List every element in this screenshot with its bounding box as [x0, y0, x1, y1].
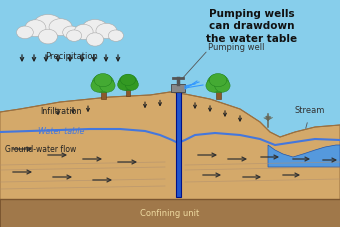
- Ellipse shape: [209, 74, 227, 87]
- Ellipse shape: [86, 33, 104, 46]
- Ellipse shape: [206, 79, 221, 92]
- Text: Infiltration: Infiltration: [40, 107, 82, 116]
- Ellipse shape: [63, 26, 80, 39]
- Ellipse shape: [215, 79, 230, 92]
- Ellipse shape: [119, 75, 137, 91]
- Ellipse shape: [49, 19, 72, 35]
- Text: Pumping well: Pumping well: [208, 42, 265, 52]
- Ellipse shape: [67, 30, 82, 41]
- Ellipse shape: [91, 79, 106, 92]
- Bar: [216, 90, 221, 99]
- Ellipse shape: [125, 79, 138, 90]
- Bar: [0, 199, 340, 227]
- Text: Precipitation: Precipitation: [46, 52, 99, 61]
- Ellipse shape: [82, 20, 108, 39]
- Text: Pumping wells
can drawdown
the water table: Pumping wells can drawdown the water tab…: [206, 9, 298, 44]
- Ellipse shape: [74, 24, 93, 39]
- Text: Water table: Water table: [38, 127, 84, 136]
- Ellipse shape: [92, 74, 114, 93]
- Ellipse shape: [25, 20, 46, 37]
- Bar: [125, 88, 130, 96]
- Ellipse shape: [38, 29, 57, 44]
- Ellipse shape: [94, 74, 112, 87]
- Bar: [101, 90, 105, 99]
- Text: Confining unit: Confining unit: [140, 209, 200, 217]
- Ellipse shape: [120, 74, 136, 86]
- Ellipse shape: [17, 26, 33, 39]
- Polygon shape: [0, 92, 340, 227]
- Ellipse shape: [33, 15, 63, 35]
- Text: Ground-water flow: Ground-water flow: [5, 145, 76, 154]
- Ellipse shape: [118, 79, 131, 90]
- Ellipse shape: [108, 30, 123, 41]
- Ellipse shape: [100, 79, 115, 92]
- Ellipse shape: [207, 74, 229, 93]
- Bar: [175, 92, 181, 197]
- Polygon shape: [268, 145, 340, 167]
- Ellipse shape: [96, 23, 117, 39]
- Bar: [171, 84, 185, 92]
- Text: Stream: Stream: [295, 106, 325, 115]
